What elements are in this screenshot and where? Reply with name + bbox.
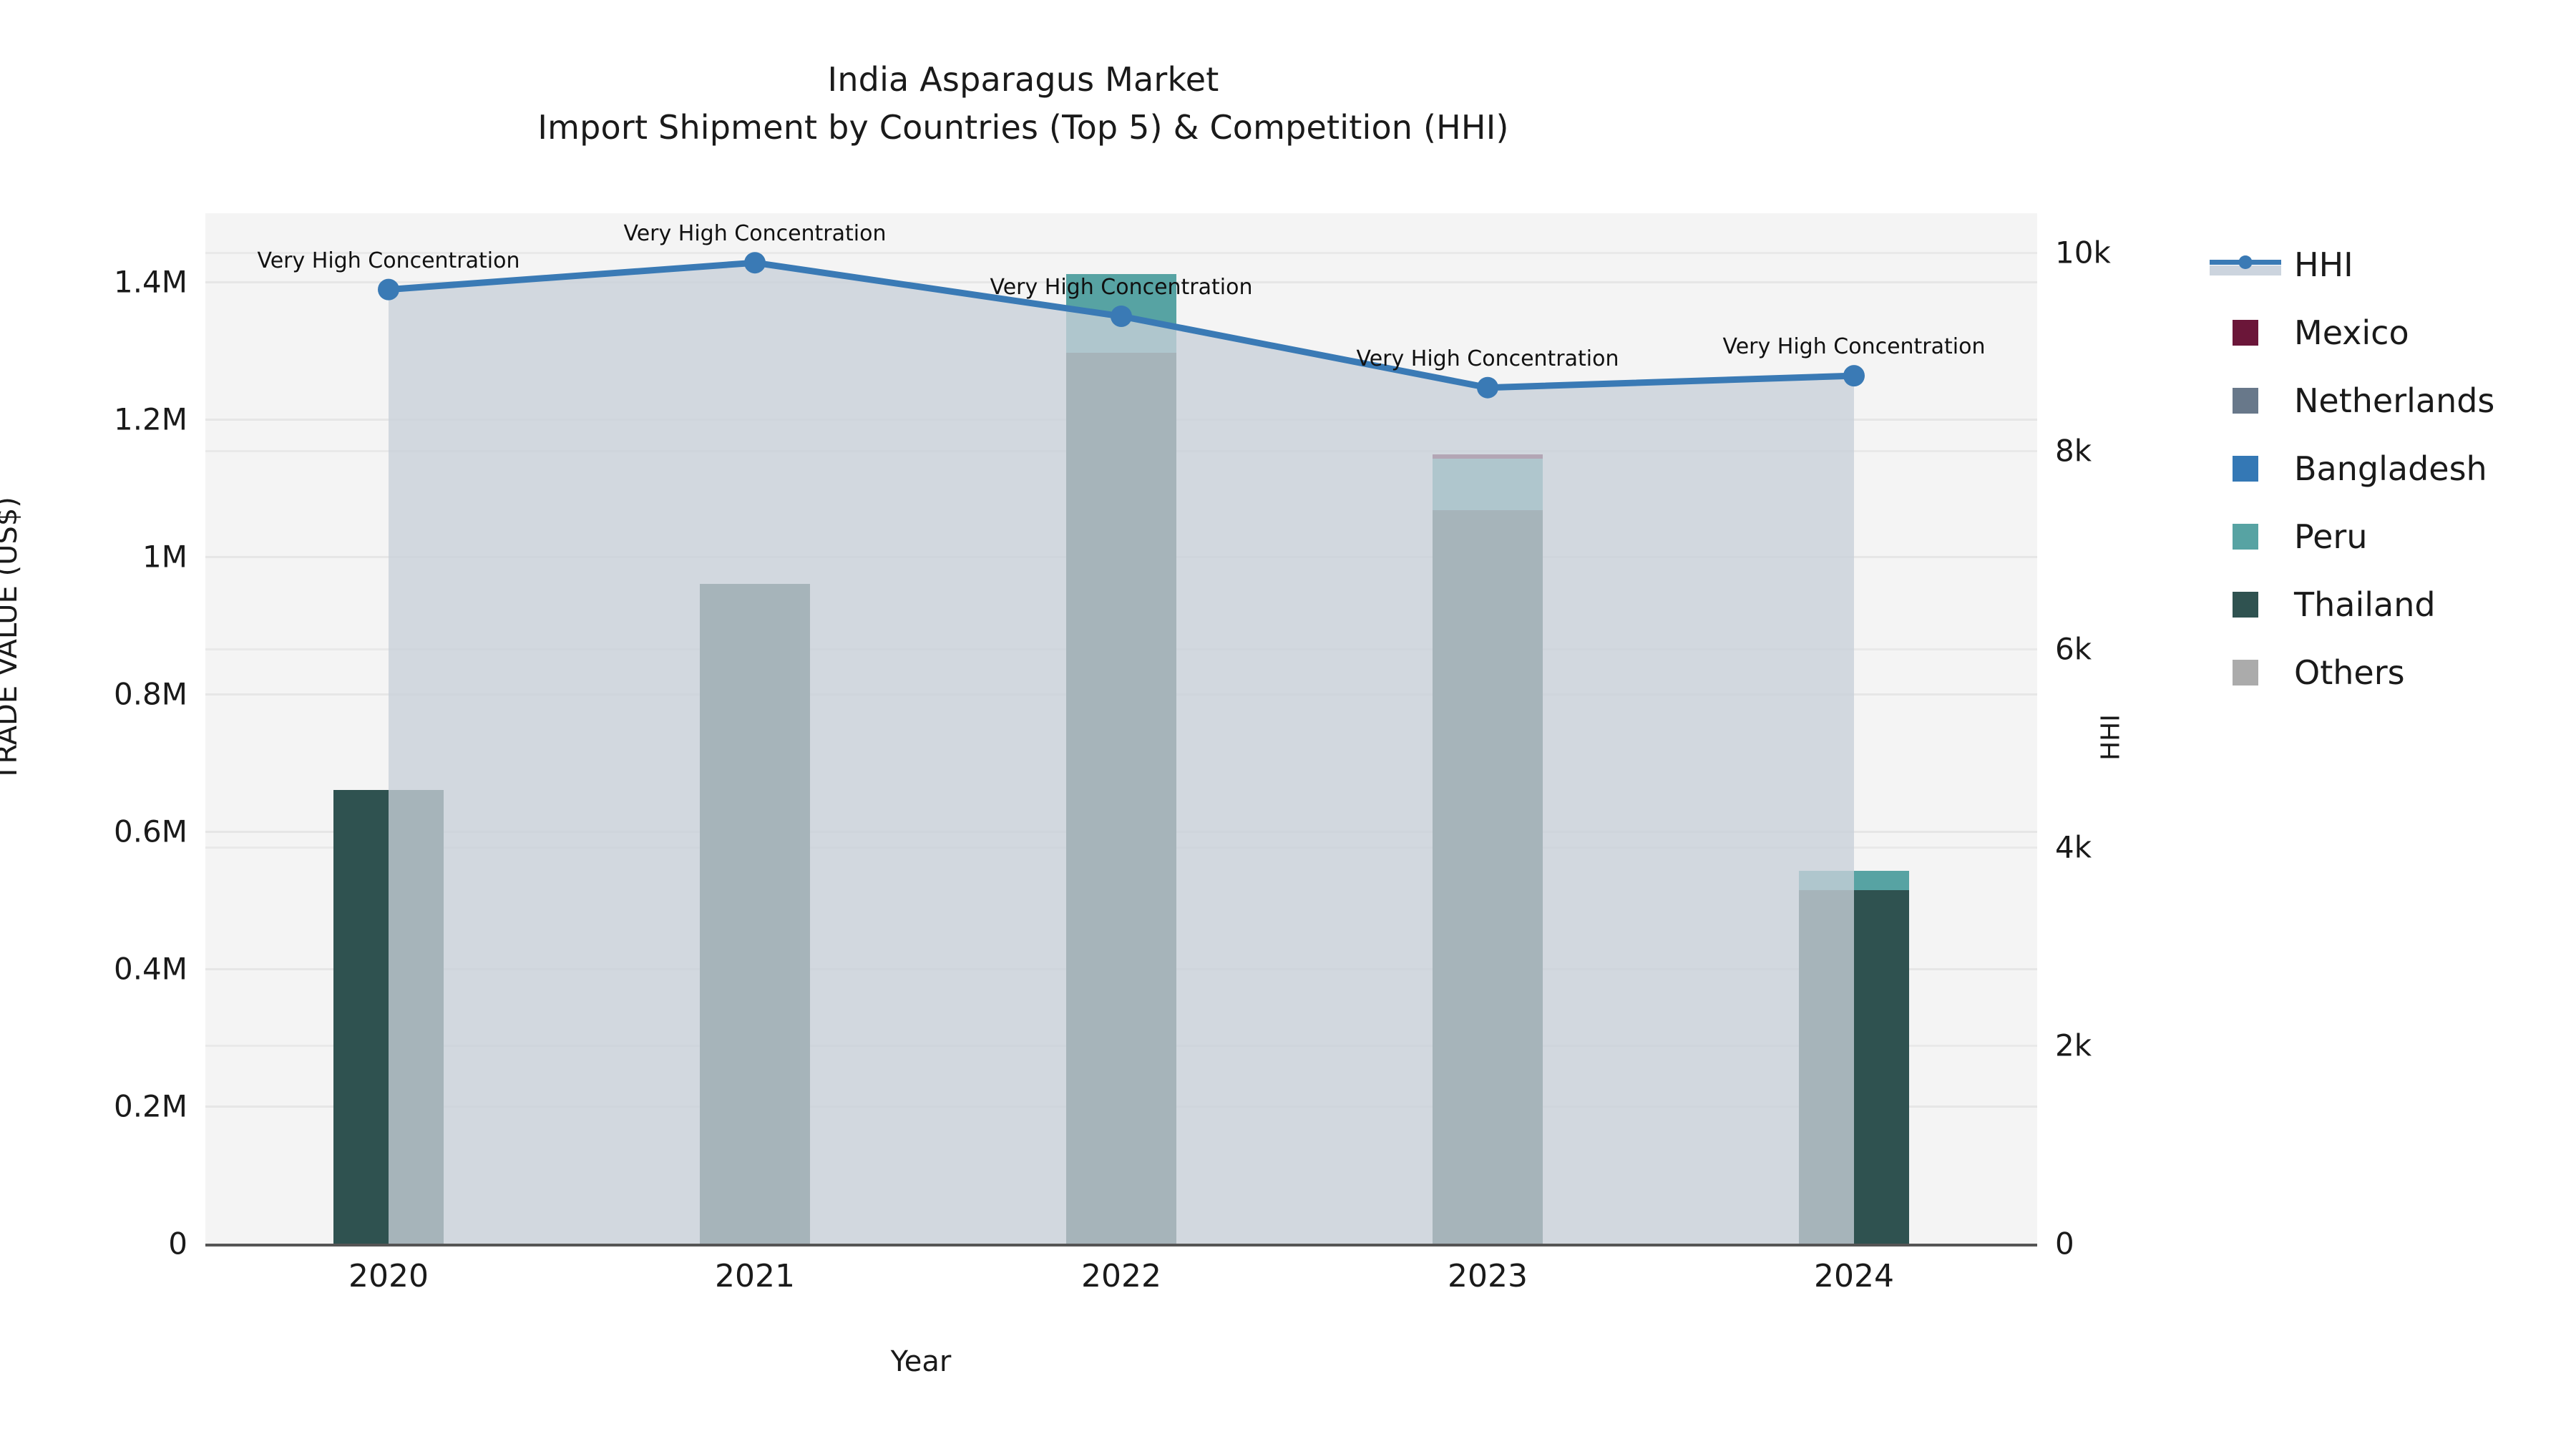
y-tick-left: 1.4M <box>113 264 187 300</box>
legend-label: Thailand <box>2294 585 2436 624</box>
legend-item-thailand[interactable]: Thailand <box>2207 570 2565 638</box>
hhi-marker-2024[interactable] <box>1843 365 1865 387</box>
legend-swatch-icon <box>2207 520 2283 553</box>
x-axis-label: Year <box>890 1345 952 1378</box>
hhi-marker-2021[interactable] <box>744 252 766 274</box>
legend-swatch-icon <box>2207 316 2283 349</box>
legend-label: Mexico <box>2294 313 2409 352</box>
y-tick-right: 2k <box>2055 1028 2092 1063</box>
y-tick-left: 0.4M <box>113 951 187 987</box>
swatch-mexico-icon <box>2232 319 2258 346</box>
hhi-marker-2020[interactable] <box>378 278 399 301</box>
legend-item-hhi[interactable]: HHI <box>2207 230 2565 298</box>
hhi-dot-icon <box>2238 255 2252 269</box>
title-line-2: Import Shipment by Countries (Top 5) & C… <box>537 107 1509 147</box>
hhi-line-icon <box>2209 254 2281 275</box>
y-tick-left: 1.2M <box>113 401 187 437</box>
plot-inner <box>205 213 2037 1244</box>
y-tick-right: 8k <box>2055 433 2092 469</box>
x-tick-2022: 2022 <box>1081 1258 1161 1294</box>
swatch-peru-icon <box>2232 523 2258 550</box>
x-tick-2020: 2020 <box>348 1258 429 1294</box>
hhi-annotation-2020: Very High Concentration <box>257 248 520 273</box>
swatch-thailand-icon <box>2232 591 2258 618</box>
y-tick-left: 0.8M <box>113 676 187 712</box>
y-tick-left: 0.6M <box>113 814 187 849</box>
legend-line-icon <box>2207 248 2283 281</box>
hhi-annotation-2022: Very High Concentration <box>990 275 1253 300</box>
hhi-markers <box>378 252 1865 399</box>
y-tick-left: 1M <box>142 539 187 575</box>
chart-title: India Asparagus Market Import Shipment b… <box>0 56 2046 151</box>
hhi-annotation-2021: Very High Concentration <box>623 221 887 247</box>
legend-label: Bangladesh <box>2294 449 2487 488</box>
y-axis-left-label: TRADE VALUE (US$) <box>0 497 24 781</box>
legend-item-netherlands[interactable]: Netherlands <box>2207 366 2565 434</box>
y-tick-right: 10k <box>2055 235 2111 270</box>
hhi-area-fill <box>389 263 1854 1244</box>
legend-swatch-icon <box>2207 452 2283 485</box>
y-tick-right: 0 <box>2055 1226 2074 1262</box>
title-line-1: India Asparagus Market <box>827 60 1219 99</box>
swatch-bangladesh-icon <box>2232 455 2258 482</box>
legend-swatch-icon <box>2207 656 2283 689</box>
swatch-netherlands-icon <box>2232 387 2258 414</box>
legend-swatch-icon <box>2207 384 2283 417</box>
x-tick-2024: 2024 <box>1814 1258 1894 1294</box>
hhi-series <box>378 252 1865 1244</box>
legend-item-mexico[interactable]: Mexico <box>2207 298 2565 366</box>
legend: HHI Mexico Netherlands Bangladesh Peru Thaila… <box>2207 230 2565 706</box>
legend-label: HHI <box>2294 245 2353 284</box>
legend-label: Netherlands <box>2294 381 2495 420</box>
plot-area: Very High Concentration Very High Concent… <box>205 213 2037 1244</box>
legend-item-peru[interactable]: Peru <box>2207 502 2565 570</box>
x-axis-line <box>205 1244 2037 1246</box>
y-tick-right: 4k <box>2055 829 2092 865</box>
legend-label: Others <box>2294 653 2405 692</box>
hhi-area-icon <box>2209 265 2281 275</box>
legend-swatch-icon <box>2207 588 2283 621</box>
legend-item-others[interactable]: Others <box>2207 638 2565 706</box>
hhi-marker-2023[interactable] <box>1477 376 1498 399</box>
legend-label: Peru <box>2294 517 2368 556</box>
gridline-secondary <box>205 251 2037 254</box>
swatch-others-icon <box>2232 659 2258 686</box>
x-tick-2021: 2021 <box>715 1258 795 1294</box>
hhi-marker-2022[interactable] <box>1111 306 1132 327</box>
y-tick-left: 0.2M <box>113 1088 187 1124</box>
hhi-annotation-2023: Very High Concentration <box>1356 346 1619 371</box>
x-tick-2023: 2023 <box>1448 1258 1528 1294</box>
y-tick-left: 0 <box>168 1226 187 1262</box>
y-axis-right-label: HHI <box>2096 714 2126 761</box>
y-tick-right: 6k <box>2055 631 2092 667</box>
legend-item-bangladesh[interactable]: Bangladesh <box>2207 434 2565 502</box>
hhi-annotation-2024: Very High Concentration <box>1722 334 1986 360</box>
